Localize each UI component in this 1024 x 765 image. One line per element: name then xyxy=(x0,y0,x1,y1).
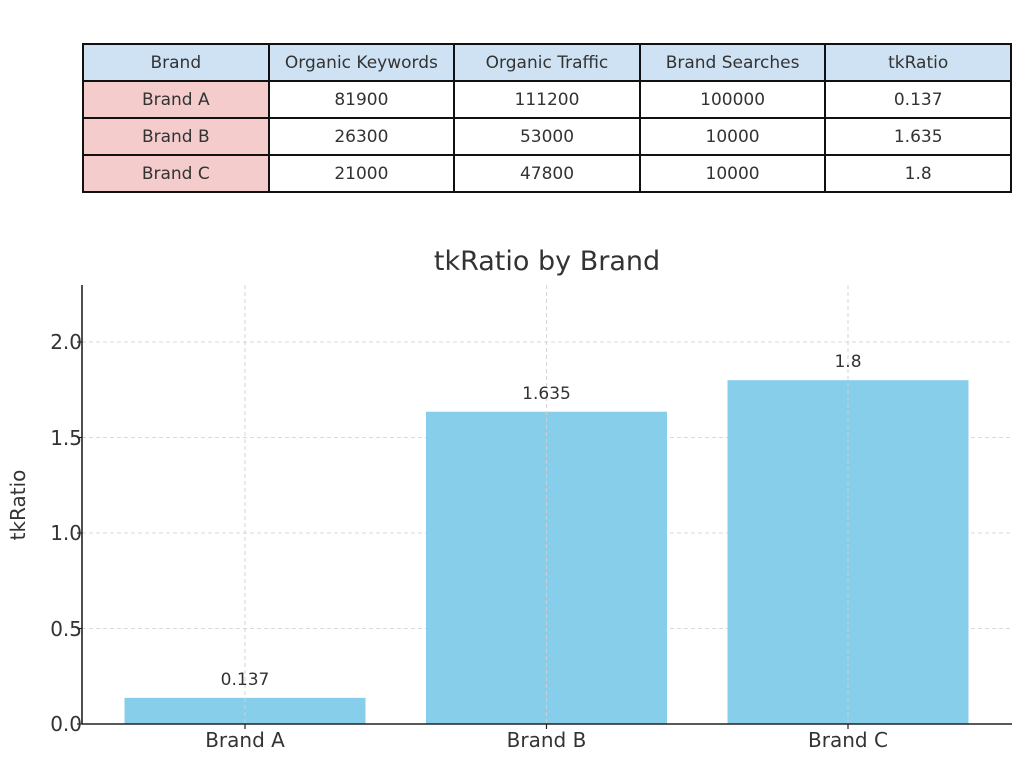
table-row: Brand B 26300 53000 10000 1.635 xyxy=(82,117,1012,156)
cell-organic-keywords: 81900 xyxy=(267,80,456,119)
chart-title: tkRatio by Brand xyxy=(433,246,661,277)
cell-brand-searches: 100000 xyxy=(638,80,827,119)
cell-tkratio: 1.8 xyxy=(824,154,1012,193)
y-tick-label: 0.5 xyxy=(50,616,82,641)
y-tick-label: 1.5 xyxy=(50,425,82,450)
bar-value-label: 1.8 xyxy=(834,352,862,373)
cell-brand-searches: 10000 xyxy=(638,117,827,156)
header-tkratio: tkRatio xyxy=(824,43,1012,82)
header-organic-keywords: Organic Keywords xyxy=(267,43,456,82)
cell-organic-traffic: 47800 xyxy=(453,154,641,193)
x-tick-label: Brand C xyxy=(808,728,888,752)
bar-value-label: 1.635 xyxy=(522,383,571,404)
y-tick-label: 2.0 xyxy=(50,330,82,354)
cell-brand: Brand C xyxy=(82,154,270,193)
cell-brand: Brand B xyxy=(82,117,270,156)
cell-brand-searches: 10000 xyxy=(638,154,827,193)
table-row: Brand C 21000 47800 10000 1.8 xyxy=(82,154,1012,193)
y-tick-label: 0.0 xyxy=(50,712,82,736)
y-axis-label: tkRatio xyxy=(6,469,30,541)
vertical-gridlines xyxy=(244,285,849,724)
x-tick-label: Brand B xyxy=(506,728,587,752)
header-brand-searches: Brand Searches xyxy=(638,43,827,82)
table-header-row: Brand Organic Keywords Organic Traffic B… xyxy=(82,43,1012,82)
y-tick-label: 1.0 xyxy=(50,521,82,545)
x-tick-label: Brand A xyxy=(205,728,285,752)
cell-tkratio: 0.137 xyxy=(824,80,1012,119)
cell-organic-keywords: 21000 xyxy=(267,154,456,193)
tick-marks xyxy=(77,341,849,729)
data-table: Brand Organic Keywords Organic Traffic B… xyxy=(82,43,1012,193)
cell-organic-traffic: 111200 xyxy=(453,80,641,119)
table-row: Brand A 81900 111200 100000 0.137 xyxy=(82,80,1012,119)
cell-tkratio: 1.635 xyxy=(824,117,1012,156)
header-brand: Brand xyxy=(82,43,270,82)
header-organic-traffic: Organic Traffic xyxy=(453,43,641,82)
bar-value-label: 0.137 xyxy=(220,669,270,690)
cell-organic-keywords: 26300 xyxy=(267,117,456,156)
cell-organic-traffic: 53000 xyxy=(453,117,641,156)
cell-brand: Brand A xyxy=(82,80,270,119)
